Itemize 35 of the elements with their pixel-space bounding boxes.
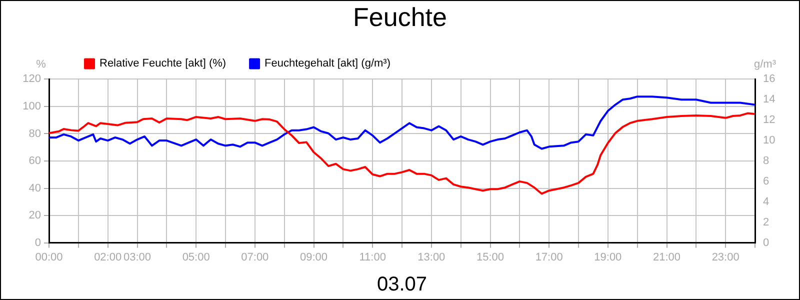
- y2-axis-title: g/m³: [754, 58, 776, 71]
- x-tick-label: 15:00: [476, 251, 504, 264]
- x-tick-label: 23:00: [712, 251, 740, 264]
- y-tick-label: 0: [34, 236, 41, 249]
- x-tick-label: 02:00: [94, 251, 122, 264]
- x-tick-label: 21:00: [652, 251, 681, 264]
- y-tick-label: 60: [28, 155, 41, 168]
- x-tick-label: 07:00: [241, 251, 269, 264]
- x-tick-label: 00:00: [35, 251, 63, 264]
- chart-title: Feuchte: [353, 2, 447, 32]
- x-tick-label: 03:00: [123, 251, 152, 264]
- y2-tick-label: 12: [763, 114, 776, 126]
- y-tick-label: 80: [28, 128, 41, 140]
- legend-label: Feuchtegehalt [akt] (g/m³): [264, 58, 390, 70]
- x-tick-label: 05:00: [182, 251, 210, 264]
- x-tick-label: 19:00: [594, 251, 622, 264]
- y2-tick-label: 6: [763, 175, 770, 188]
- y2-tick-label: 10: [763, 134, 776, 147]
- y-axis-title: %: [36, 58, 46, 71]
- x-tick-label: 09:00: [300, 251, 328, 264]
- y-tick-label: 100: [22, 100, 41, 112]
- y2-tick-label: 0: [763, 236, 770, 249]
- x-axis-title: 03.07: [376, 274, 428, 296]
- y-tick-label: 120: [22, 73, 41, 86]
- y2-tick-label: 8: [763, 155, 770, 168]
- x-tick-label: 11:00: [359, 251, 386, 264]
- x-tick-label: 17:00: [535, 251, 563, 264]
- x-tick-label: 13:00: [418, 251, 446, 264]
- y-tick-label: 40: [28, 182, 41, 194]
- y-tick-label: 20: [28, 210, 41, 222]
- y2-tick-label: 2: [763, 216, 770, 228]
- legend-label: Relative Feuchte [akt] (%): [100, 58, 226, 70]
- y2-tick-label: 16: [763, 73, 776, 86]
- y2-tick-label: 4: [763, 196, 770, 208]
- y2-tick-label: 14: [763, 94, 776, 106]
